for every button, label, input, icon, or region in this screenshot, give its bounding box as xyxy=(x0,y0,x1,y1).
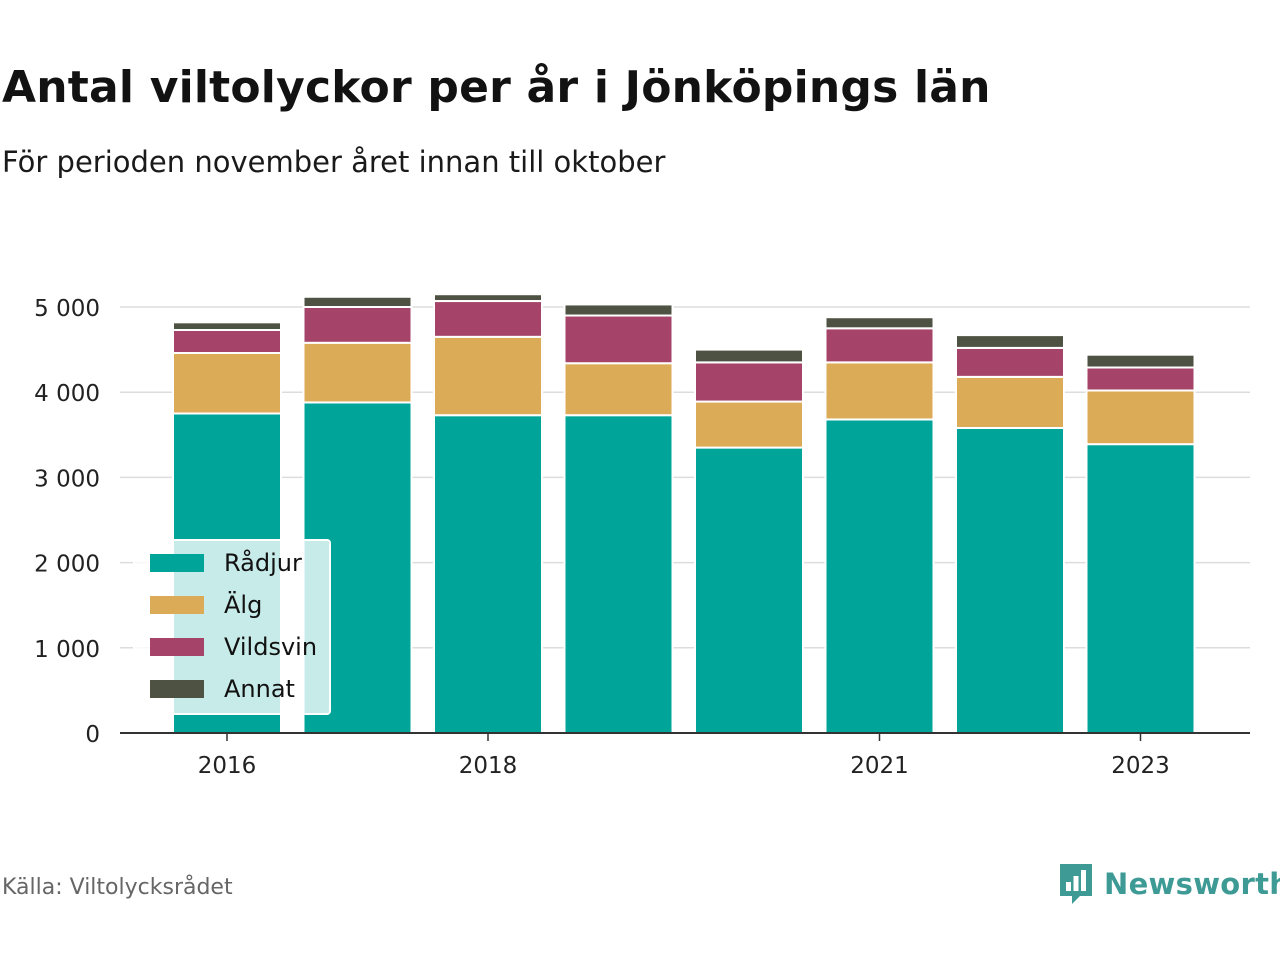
source-note: Källa: Viltolycksrådet xyxy=(2,875,233,900)
bar-segment-vildsvin xyxy=(955,346,1065,378)
legend-label-alg: Älg xyxy=(224,590,262,619)
bar-segment-alg xyxy=(563,362,674,417)
legend-swatch-annat xyxy=(150,680,204,698)
bar-segment-vildsvin xyxy=(824,327,935,364)
y-tick-label: 2 000 xyxy=(34,552,100,578)
bar-segment-radjur xyxy=(433,414,543,734)
x-tick-label: 2018 xyxy=(459,753,518,779)
legend-swatch-alg xyxy=(150,596,204,614)
brand-logo: Newsworthy xyxy=(1058,862,1280,906)
bar-segment-annat xyxy=(824,316,935,330)
bar-segment-annat xyxy=(1085,353,1196,369)
legend-swatch-radjur xyxy=(150,554,204,572)
bar-segment-radjur xyxy=(694,446,804,734)
y-tick-label: 1 000 xyxy=(34,637,100,663)
stacked-bar-chart: 0 1 000 2 000 3 000 4 000 5 000 2016 2018 2021 20… xyxy=(34,293,1250,779)
bar-segment-alg xyxy=(694,400,804,449)
bar-segment-annat xyxy=(172,321,282,332)
bar-segment-vildsvin xyxy=(563,314,674,365)
brand-name: Newsworthy xyxy=(1104,867,1280,901)
bar-segment-alg xyxy=(1085,389,1196,446)
legend-swatch-vildsvin xyxy=(150,638,204,656)
bar-segment-radjur xyxy=(1085,443,1196,734)
chart-title: Antal viltolyckor per år i Jönköpings lä… xyxy=(2,62,991,113)
y-tick-label: 4 000 xyxy=(34,381,100,407)
bar-segment-alg xyxy=(302,341,413,404)
bar-segment-annat xyxy=(302,295,413,309)
bar-segment-vildsvin xyxy=(433,300,543,338)
y-tick-label: 0 xyxy=(85,722,100,748)
bar-segment-alg xyxy=(824,361,935,421)
bar-segment-alg xyxy=(433,335,543,417)
bar-segment-radjur xyxy=(563,414,674,734)
newsworthy-logo-icon xyxy=(1060,864,1092,904)
x-tick-label: 2021 xyxy=(850,753,909,779)
chart-subtitle: För perioden november året innan till ok… xyxy=(2,145,666,179)
bar-segment-annat xyxy=(955,334,1065,349)
x-tick-label: 2016 xyxy=(198,753,257,779)
bar-segment-annat xyxy=(433,293,543,303)
bar-segment-annat xyxy=(694,348,804,364)
legend-label-vildsvin: Vildsvin xyxy=(224,633,317,661)
y-tick-label: 5 000 xyxy=(34,296,100,322)
bar-segment-alg xyxy=(172,352,282,415)
legend-box xyxy=(133,539,331,715)
legend-label-radjur: Rådjur xyxy=(224,548,302,577)
bar-segment-alg xyxy=(955,375,1065,429)
bar-segment-radjur xyxy=(824,418,935,734)
legend-label-annat: Annat xyxy=(224,675,295,703)
x-tick-label: 2023 xyxy=(1111,753,1170,779)
bar-segment-vildsvin xyxy=(1085,366,1196,392)
bar-segment-vildsvin xyxy=(694,361,804,403)
bar-segment-vildsvin xyxy=(172,329,282,355)
bar-segment-vildsvin xyxy=(302,306,413,344)
y-tick-label: 3 000 xyxy=(34,466,100,492)
bar-segment-radjur xyxy=(955,426,1065,734)
bar-segment-annat xyxy=(563,303,674,317)
